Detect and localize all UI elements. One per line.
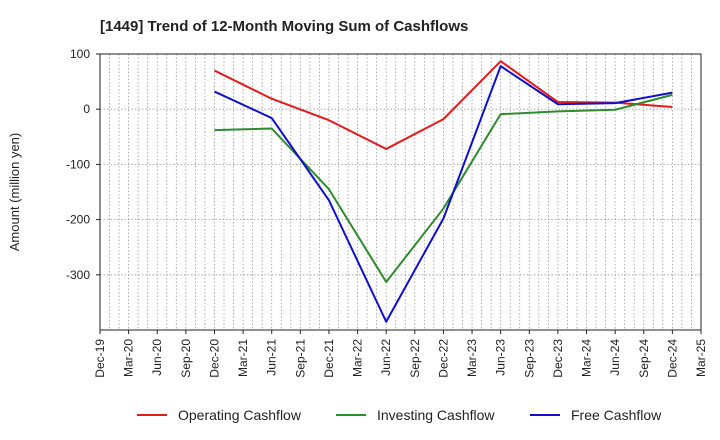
plot-frame <box>99 53 702 331</box>
chart-title: [1449] Trend of 12-Month Moving Sum of C… <box>100 18 468 35</box>
x-tick-label: Mar-25 <box>694 339 708 377</box>
x-tick-label: Mar-24 <box>580 339 594 377</box>
x-tick-label: Jun-21 <box>265 339 279 376</box>
legend-label: Free Cashflow <box>571 407 662 423</box>
legend-label: Investing Cashflow <box>377 407 495 423</box>
x-tick-label: Jun-23 <box>494 339 508 376</box>
x-tick-label: Dec-23 <box>551 339 565 378</box>
x-tick-label: Mar-20 <box>122 339 136 377</box>
y-tick-label: 100 <box>70 47 90 61</box>
series-line-investing-cashflow <box>214 93 673 283</box>
x-tick-label: Jun-22 <box>379 339 393 376</box>
series-line-operating-cashflow <box>214 60 673 150</box>
x-tick-label: Sep-23 <box>522 339 536 378</box>
y-tick-label: -300 <box>66 268 90 282</box>
x-tick-label: Dec-20 <box>207 339 221 378</box>
x-tick-label: Dec-22 <box>436 339 450 378</box>
x-tick-label: Sep-21 <box>293 339 307 378</box>
x-tick-label: Dec-19 <box>93 339 107 378</box>
y-tick-label: -200 <box>66 213 90 227</box>
x-tick-label: Mar-23 <box>465 339 479 377</box>
x-tick-label: Sep-24 <box>637 339 651 378</box>
y-tick-label: 0 <box>83 102 90 116</box>
legend: Operating Cashflow Investing Cashflow Free… <box>137 407 662 423</box>
x-tick-label: Mar-22 <box>351 339 365 377</box>
series-lines <box>214 60 673 323</box>
series-line-free-cashflow <box>214 65 673 323</box>
x-tick-label: Dec-21 <box>322 339 336 378</box>
x-tick-label: Jun-20 <box>150 339 164 376</box>
y-axis-ticks: 100 0 -100 -200 -300 <box>66 47 100 282</box>
x-axis-ticks: Dec-19 Mar-20 Jun-20 Sep-20 Dec-20 Mar-21 Jun-… <box>93 330 708 378</box>
legend-label: Operating Cashflow <box>178 407 302 423</box>
y-axis-label: Amount (million yen) <box>7 133 22 252</box>
y-tick-label: -100 <box>66 157 90 171</box>
x-tick-label: Sep-20 <box>179 339 193 378</box>
x-tick-label: Sep-22 <box>408 339 422 378</box>
x-tick-label: Dec-24 <box>665 339 679 378</box>
x-tick-label: Mar-21 <box>236 339 250 377</box>
x-tick-label: Jun-24 <box>608 339 622 376</box>
grid <box>100 53 701 330</box>
